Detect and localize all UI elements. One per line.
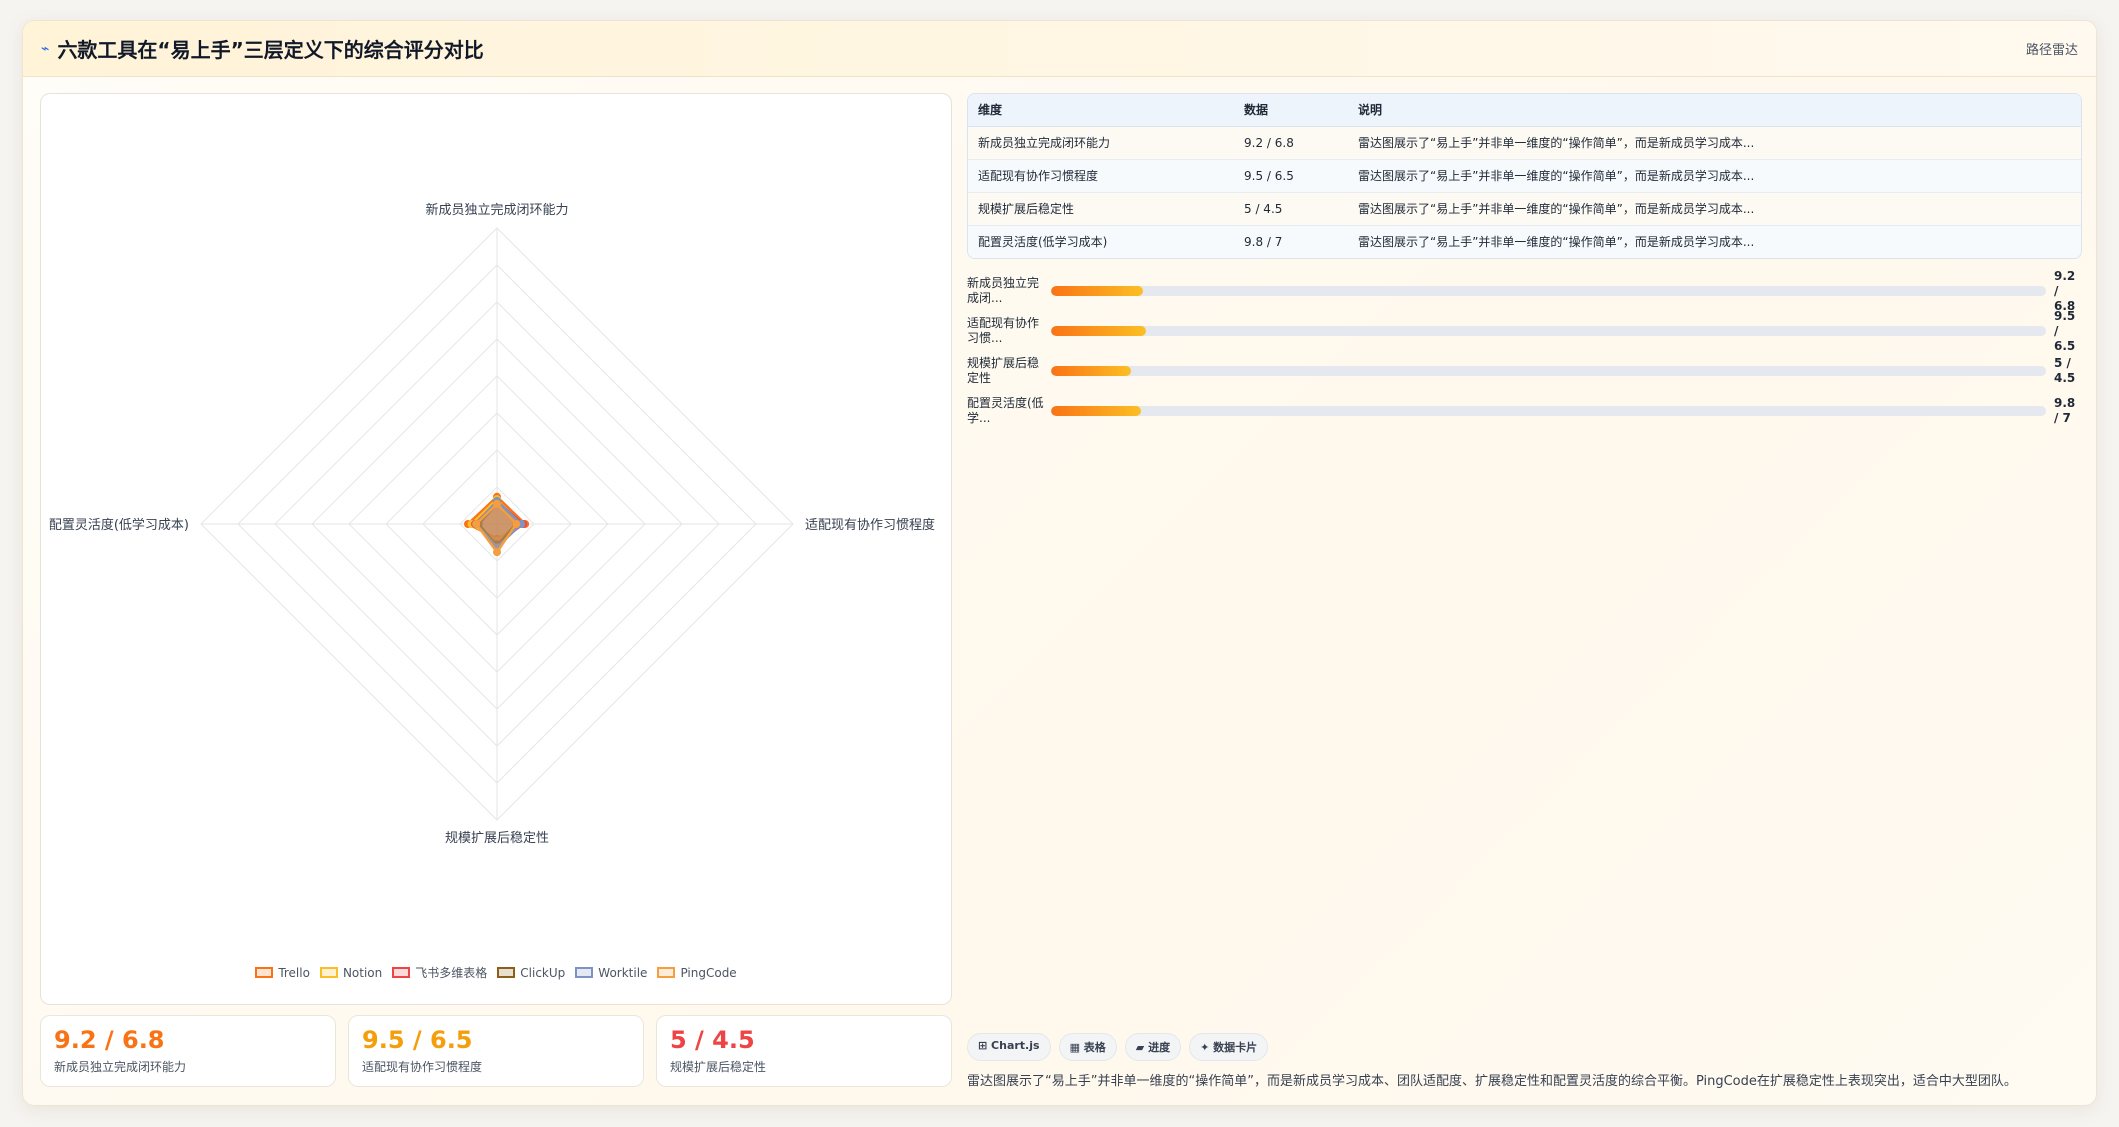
- radar-axis-label: 新成员独立完成闭环能力: [425, 202, 568, 218]
- progress-label: 新成员独立完成闭...: [967, 276, 1040, 305]
- radar-data-point: [493, 499, 501, 508]
- legend-item[interactable]: 飞书多维表格: [392, 964, 487, 981]
- progress-row: 适配现有协作习惯... 9.5 / 6.5: [967, 308, 2082, 353]
- table-row: 适配现有协作习惯程度 9.5 / 6.5 雷达图展示了“易上手”并非单一维度的“操作…: [968, 159, 2081, 193]
- radar-path-link[interactable]: 路径雷达: [2025, 43, 2078, 58]
- chart-line-icon: ⌁: [41, 40, 50, 57]
- legend-item[interactable]: PingCode: [657, 964, 737, 981]
- legend-label: 飞书多维表格: [415, 966, 488, 980]
- stat-label: 规模扩展后稳定性: [670, 1060, 767, 1074]
- progress-row: 新成员独立完成闭... 9.2 / 6.8: [967, 268, 2082, 313]
- legend-swatch: [319, 967, 338, 978]
- data-table: 维度 数据 说明 新成员独立完成闭环能力 9.2 / 6.8 雷达图展示了“易上手”…: [967, 93, 2082, 259]
- table-cell-data: 9.8 / 7: [1234, 225, 1348, 258]
- feature-tags: ⊞ Chart.js ▦ 表格 ▰ 进度 ✦ 数据卡片: [967, 1033, 1269, 1061]
- table-cell-data: 9.2 / 6.8: [1234, 126, 1348, 160]
- stat-card: 5 / 4.5 规模扩展后稳定性: [656, 1015, 952, 1087]
- legend-label: Trello: [278, 965, 310, 980]
- table-cell-description: 雷达图展示了“易上手”并非单一维度的“操作简单”，而是新成员学习成本...: [1348, 225, 2081, 258]
- progress-row: 规模扩展后稳定性 5 / 4.5: [967, 351, 2082, 391]
- table-header-data: 数据: [1234, 94, 1348, 127]
- table-cell-dimension: 适配现有协作习惯程度: [968, 159, 1234, 193]
- table-row: 新成员独立完成闭环能力 9.2 / 6.8 雷达图展示了“易上手”并非单一维度的“操…: [968, 126, 2081, 160]
- legend-item[interactable]: Trello: [255, 964, 310, 981]
- stat-cards: 9.2 / 6.8 新成员独立完成闭环能力 9.5 / 6.5 适配现有协作习惯程度 5…: [40, 1015, 952, 1087]
- progress-track: [1051, 326, 2046, 336]
- legend-item[interactable]: ClickUp: [497, 964, 565, 981]
- progress-value: 9.5 / 6.5: [2054, 308, 2076, 353]
- progress-value: 5 / 4.5: [2054, 356, 2076, 385]
- legend-label: Worktile: [598, 965, 648, 980]
- legend-label: PingCode: [680, 965, 737, 980]
- progress-fill: [1051, 406, 1141, 416]
- table-cell-data: 5 / 4.5: [1234, 192, 1348, 226]
- header: ⌁ 六款工具在“易上手”三层定义下的综合评分对比 路径雷达: [23, 21, 2096, 77]
- chart-legend: Trello Notion 飞书多维表格 ClickUp Worktile PingCod…: [41, 964, 951, 981]
- progress-row: 配置灵活度(低学... 9.8 / 7: [967, 391, 2082, 431]
- stat-value: 5 / 4.5: [670, 1026, 755, 1054]
- stat-label: 适配现有协作习惯程度: [362, 1060, 483, 1074]
- feature-tag[interactable]: ▰ 进度: [1124, 1033, 1182, 1061]
- radar-axis-label: 适配现有协作习惯程度: [805, 517, 935, 533]
- progress-label: 规模扩展后稳定性: [967, 356, 1040, 385]
- table-cell-description: 雷达图展示了“易上手”并非单一维度的“操作简单”，而是新成员学习成本...: [1348, 159, 2081, 193]
- progress-fill: [1051, 366, 1131, 376]
- table-header-description: 说明: [1348, 94, 2081, 127]
- table-cell-dimension: 新成员独立完成闭环能力: [968, 126, 1234, 160]
- feature-tag[interactable]: ▦ 表格: [1058, 1033, 1117, 1061]
- progress-fill: [1051, 286, 1143, 296]
- page-title: 六款工具在“易上手”三层定义下的综合评分对比: [57, 38, 484, 62]
- legend-item[interactable]: Worktile: [575, 964, 647, 981]
- progress-fill: [1051, 326, 1146, 336]
- feature-tag[interactable]: ⊞ Chart.js: [967, 1033, 1051, 1061]
- table-row: 配置灵活度(低学习成本) 9.8 / 7 雷达图展示了“易上手”并非单一维度的“操作…: [968, 225, 2081, 258]
- table-cell-description: 雷达图展示了“易上手”并非单一维度的“操作简单”，而是新成员学习成本...: [1348, 192, 2081, 226]
- table-header-dimension: 维度: [968, 94, 1234, 127]
- table-row: 规模扩展后稳定性 5 / 4.5 雷达图展示了“易上手”并非单一维度的“操作简单”，…: [968, 192, 2081, 226]
- stat-card: 9.5 / 6.5 适配现有协作习惯程度: [348, 1015, 644, 1087]
- table-cell-data: 9.5 / 6.5: [1234, 159, 1348, 193]
- progress-value: 9.8 / 7: [2054, 396, 2076, 425]
- table-cell-description: 雷达图展示了“易上手”并非单一维度的“操作简单”，而是新成员学习成本...: [1348, 126, 2081, 160]
- table-cell-dimension: 规模扩展后稳定性: [968, 192, 1234, 226]
- progress-track: [1051, 406, 2046, 416]
- progress-label: 配置灵活度(低学...: [967, 396, 1044, 425]
- radar-data-point: [472, 520, 481, 528]
- feature-tag[interactable]: ✦ 数据卡片: [1189, 1033, 1269, 1061]
- legend-item[interactable]: Notion: [319, 964, 383, 981]
- dashboard-card: ⌁ 六款工具在“易上手”三层定义下的综合评分对比 路径雷达 新成员独立完成闭环能…: [22, 20, 2097, 1106]
- table-cell-dimension: 配置灵活度(低学习成本): [968, 225, 1234, 258]
- progress-label: 适配现有协作习惯...: [967, 316, 1040, 345]
- legend-label: Notion: [342, 965, 383, 980]
- legend-swatch: [392, 967, 411, 978]
- radar-chart-panel: 新成员独立完成闭环能力适配现有协作习惯程度规模扩展后稳定性 配置灵活度(低学习成本…: [40, 93, 952, 1005]
- legend-swatch: [255, 967, 274, 978]
- radar-axis-label: 配置灵活度(低学习成本): [49, 517, 189, 533]
- radar-axis-label: 规模扩展后稳定性: [445, 830, 549, 846]
- progress-track: [1051, 366, 2046, 376]
- legend-label: ClickUp: [520, 965, 566, 980]
- stat-value: 9.5 / 6.5: [362, 1026, 473, 1054]
- radar-data-point: [512, 520, 521, 528]
- progress-list: 新成员独立完成闭... 9.2 / 6.8 适配现有协作习惯... 9.5 / 6.5…: [967, 268, 2082, 431]
- summary-text: 雷达图展示了“易上手”并非单一维度的“操作简单”，而是新成员学习成本、团队适配度…: [967, 1074, 2017, 1089]
- legend-swatch: [575, 967, 594, 978]
- legend-swatch: [657, 967, 676, 978]
- stat-label: 新成员独立完成闭环能力: [54, 1060, 187, 1074]
- progress-value: 9.2 / 6.8: [2054, 268, 2076, 313]
- stat-card: 9.2 / 6.8 新成员独立完成闭环能力: [40, 1015, 336, 1087]
- table-header-row: 维度 数据 说明: [968, 94, 2081, 127]
- progress-track: [1051, 286, 2046, 296]
- legend-swatch: [497, 967, 516, 978]
- stat-value: 9.2 / 6.8: [54, 1026, 165, 1054]
- radar-data-point: [493, 548, 501, 557]
